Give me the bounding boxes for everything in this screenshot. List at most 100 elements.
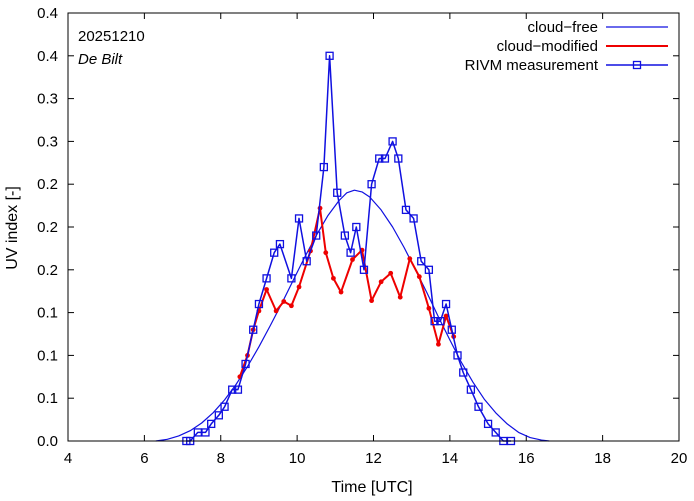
data-point <box>264 287 269 292</box>
y-tick-label: 0.4 <box>37 5 58 22</box>
plot-frame <box>67 12 680 442</box>
data-point <box>394 154 403 163</box>
data-point <box>407 256 413 262</box>
data-point <box>333 188 342 197</box>
y-tick-label: 0.3 <box>37 133 58 150</box>
legend: cloud−free cloud−modified RIVM measurement <box>465 19 668 74</box>
x-axis-title: Time [UTC] <box>331 479 412 496</box>
annotation-date: 20251210 <box>78 28 145 45</box>
y-tick-label: 0.2 <box>37 219 58 236</box>
data-point <box>296 284 302 290</box>
data-point <box>254 299 264 309</box>
x-tick-label: 14 <box>442 450 459 467</box>
data-point <box>397 294 403 300</box>
data-point <box>288 303 294 309</box>
data-point <box>275 239 285 249</box>
data-point <box>375 154 384 163</box>
legend-label: RIVM measurement <box>465 57 599 74</box>
y-tick-label: 0.1 <box>37 390 58 407</box>
data-point <box>207 419 216 429</box>
data-point <box>352 222 361 232</box>
data-point <box>270 248 279 257</box>
data-point <box>441 299 451 309</box>
data-point <box>325 51 334 60</box>
x-tick-label: 20 <box>671 450 688 467</box>
data-point <box>466 385 476 394</box>
legend-marker <box>632 60 642 70</box>
legend-entry: RIVM measurement <box>465 57 668 74</box>
data-point <box>350 257 355 262</box>
y-tick-label: 0.2 <box>37 262 58 279</box>
data-point <box>228 385 237 394</box>
data-point <box>346 248 355 257</box>
x-tick-label: 12 <box>365 450 382 467</box>
data-point <box>443 313 449 319</box>
data-point <box>417 257 426 266</box>
data-point <box>312 231 321 240</box>
y-tick-label: 0.2 <box>37 176 58 193</box>
series-line <box>155 189 550 442</box>
data-point <box>453 351 462 360</box>
legend-entry: cloud−modified <box>497 38 668 55</box>
data-point <box>409 214 418 223</box>
x-tick-label: 8 <box>217 450 225 467</box>
x-tick-label: 16 <box>518 450 535 467</box>
data-point <box>220 402 229 411</box>
data-point <box>378 279 384 285</box>
data-point <box>483 419 493 429</box>
data-point <box>302 257 311 266</box>
data-point <box>241 359 250 369</box>
data-point <box>249 325 258 334</box>
data-point <box>201 428 210 437</box>
series-line-square <box>182 51 516 446</box>
series-line <box>155 189 550 442</box>
data-point <box>273 308 279 314</box>
legend-label: cloud−free <box>528 19 598 36</box>
data-point <box>388 270 394 276</box>
y-tick-label: 0.4 <box>37 48 58 65</box>
series-layer <box>155 51 550 446</box>
data-point <box>323 250 329 256</box>
annotation-location: De Bilt <box>78 51 123 68</box>
legend-label: cloud−modified <box>497 38 598 55</box>
data-point <box>331 275 336 281</box>
data-point <box>340 231 350 240</box>
x-tick-label: 6 <box>140 450 148 467</box>
data-point <box>262 274 271 283</box>
data-point <box>380 154 390 163</box>
data-point <box>447 325 456 334</box>
y-tick-label: 0.1 <box>37 305 58 322</box>
tick-labels: 4 6 8 10 12 14 16 18 20 0.0 0.1 0.1 0.1 0.2 0.2 0.2 0.3 0… <box>37 5 687 467</box>
data-point <box>436 317 445 326</box>
data-point <box>367 180 376 189</box>
data-point <box>338 289 344 295</box>
data-point <box>416 274 422 280</box>
x-tick-label: 18 <box>594 450 611 467</box>
data-point <box>281 299 287 304</box>
data-point <box>474 402 483 411</box>
data-point <box>436 341 441 347</box>
data-point <box>359 265 369 274</box>
data-point <box>233 385 243 394</box>
data-point <box>319 162 329 172</box>
data-point <box>294 214 304 223</box>
series-line <box>238 207 455 378</box>
legend-entry: cloud−free <box>528 19 668 36</box>
y-tick-label: 0.3 <box>37 91 58 108</box>
data-point <box>491 428 500 437</box>
data-point <box>214 411 223 420</box>
data-point <box>424 265 434 274</box>
data-point <box>430 317 439 326</box>
y-tick-label: 0.1 <box>37 347 58 364</box>
data-point <box>459 368 468 377</box>
data-point <box>369 298 374 304</box>
x-tick-label: 4 <box>64 450 72 467</box>
y-axis-title: UV index [-] <box>4 186 21 270</box>
y-tick-label: 0.0 <box>37 433 58 450</box>
data-point <box>287 274 296 283</box>
x-tick-label: 10 <box>289 450 306 467</box>
data-point <box>426 305 432 311</box>
data-point <box>401 205 411 215</box>
data-point <box>388 137 397 146</box>
